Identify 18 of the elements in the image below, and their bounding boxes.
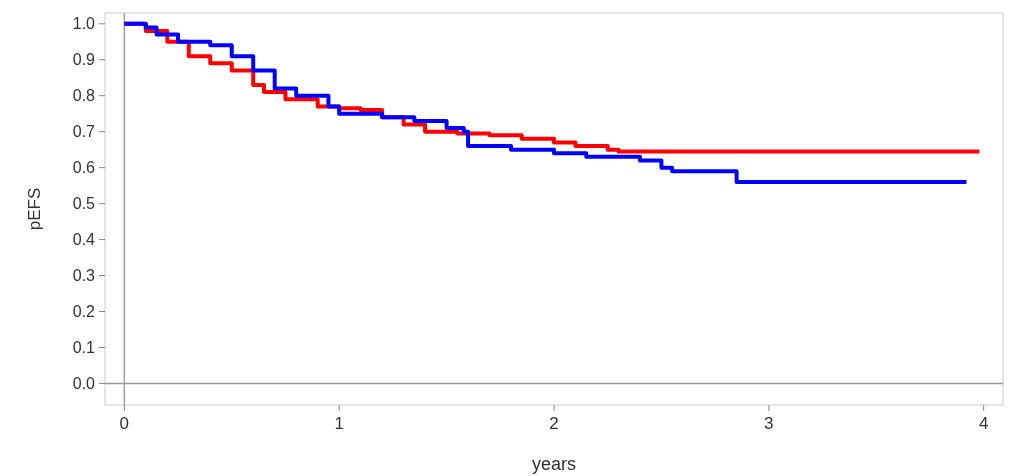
y-tick-label: 0.0 xyxy=(72,375,96,393)
y-tick-label: 0.1 xyxy=(72,339,96,357)
y-tick-label: 0.2 xyxy=(72,303,96,321)
y-tick-label: 0.3 xyxy=(72,267,96,285)
x-tick-label: 0 xyxy=(119,414,130,433)
x-axis-title: years xyxy=(531,454,577,474)
y-tick-label: 0.5 xyxy=(72,195,96,213)
x-tick-label: 4 xyxy=(978,414,989,433)
x-tick-label: 3 xyxy=(764,414,774,433)
y-tick-label: 0.8 xyxy=(72,87,96,105)
y-tick-label: 0.4 xyxy=(72,231,96,249)
y-axis-title: pEFS xyxy=(25,187,44,231)
y-tick-label: 0.9 xyxy=(72,51,96,69)
x-tick-label: 2 xyxy=(549,414,559,433)
y-tick-label: 0.6 xyxy=(72,159,96,177)
x-tick-label: 1 xyxy=(334,414,344,433)
y-tick-label: 1.0 xyxy=(72,15,96,33)
y-tick-label: 0.7 xyxy=(72,123,96,141)
